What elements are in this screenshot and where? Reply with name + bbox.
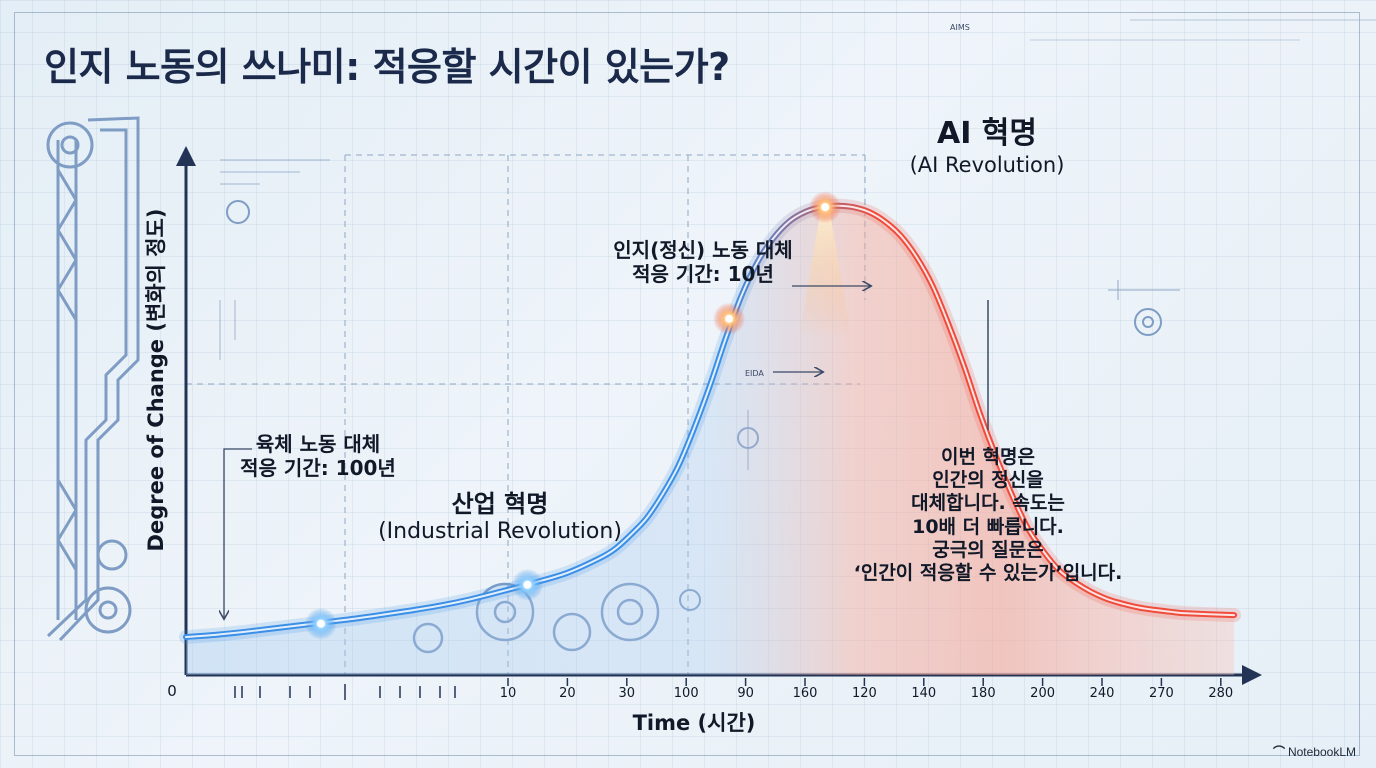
message-line: 궁극의 질문은 — [932, 538, 1044, 561]
axis-minor-ticks — [234, 684, 456, 700]
x-tick-label: 180 — [971, 686, 996, 701]
change-curve-area — [186, 205, 1235, 675]
highlight-point-core — [821, 203, 830, 212]
blueprint-frame — [14, 12, 1360, 756]
industrial-label-ko: 산업 혁명 — [451, 490, 549, 518]
small-tag-label: EIDA — [745, 369, 764, 378]
change-curve-highlight — [185, 204, 1236, 638]
x-tick-label: 120 — [852, 686, 877, 701]
x-tick-label: 20 — [559, 686, 576, 701]
revolution-message: 이번 혁명은 인간의 정신을 대체합니다. 속도는 10배 더 빠릅니다. 궁극… — [838, 446, 1138, 585]
ai-label-en: (AI Revolution) — [909, 152, 1065, 177]
message-line: 인간의 정신을 — [932, 469, 1044, 492]
gear-icon — [84, 586, 132, 634]
industrial-label-en: (Industrial Revolution) — [378, 519, 622, 545]
physical-annotation-line2: 적응 기간: 100년 — [240, 456, 396, 481]
x-tick-label: 200 — [1030, 686, 1055, 701]
gear-icon — [226, 200, 250, 224]
x-tick-label: 140 — [911, 686, 936, 701]
x-tick-label: 100 — [674, 686, 699, 701]
message-line: 이번 혁명은 — [940, 446, 1035, 468]
highlight-point-core — [725, 314, 734, 323]
x-tick-label: 30 — [619, 686, 636, 701]
ai-revolution-label: AI 혁명 (AI Revolution) — [882, 116, 1092, 178]
x-axis-label: Time (시간) — [633, 711, 756, 735]
origin-label: 0 — [167, 682, 177, 700]
message-line: ‘인간이 적응할 수 있는가’입니다. — [853, 561, 1123, 584]
ai-label-ko: AI 혁명 — [936, 116, 1038, 151]
notebooklm-watermark: ⌒ NotebookLM — [1273, 743, 1356, 760]
annotation-pointers — [224, 286, 989, 618]
top-tag-label: AIMS — [950, 23, 970, 32]
highlight-point-core — [523, 580, 532, 589]
x-tick-label: 90 — [737, 686, 754, 701]
physical-annotation-line1: 육체 노동 대체 — [255, 432, 381, 456]
machinery-illustration — [46, 116, 140, 642]
cognitive-labor-annotation: 인지(정신) 노동 대체 적응 기간: 10년 — [588, 238, 818, 287]
physical-labor-annotation: 육체 노동 대체 적응 기간: 100년 — [228, 432, 408, 481]
cognitive-annotation-line1: 인지(정신) 노동 대체 — [613, 238, 793, 262]
peak-light-beam — [799, 207, 852, 338]
gear-icon — [46, 121, 94, 169]
message-line: 10배 더 빠릅니다. — [912, 515, 1064, 538]
highlight-point-core — [316, 619, 325, 628]
physical-pointer-arrow — [224, 448, 252, 618]
x-axis-arrow-icon — [1242, 665, 1262, 685]
x-tick-label: 280 — [1208, 686, 1233, 701]
watermark-text: NotebookLM — [1287, 745, 1356, 759]
x-tick-label: 160 — [793, 686, 818, 701]
industrial-revolution-label: 산업 혁명 (Industrial Revolution) — [355, 490, 645, 546]
x-tick-label: 240 — [1090, 686, 1115, 701]
notebooklm-logo-icon: ⌒ — [1272, 745, 1285, 759]
x-tick-label: 10 — [500, 686, 517, 701]
page-title: 인지 노동의 쓰나미: 적응할 시간이 있는가? — [44, 45, 730, 89]
y-axis-arrow-icon — [176, 146, 196, 166]
cognitive-annotation-line2: 적응 기간: 10년 — [632, 262, 774, 287]
message-line: 대체합니다. 속도는 — [911, 492, 1065, 515]
gear-icon — [96, 539, 128, 571]
gear-icon — [1134, 308, 1162, 336]
y-axis-label: Degree of Change (변화의 정도) — [144, 209, 168, 552]
x-tick-label: 270 — [1149, 686, 1174, 701]
